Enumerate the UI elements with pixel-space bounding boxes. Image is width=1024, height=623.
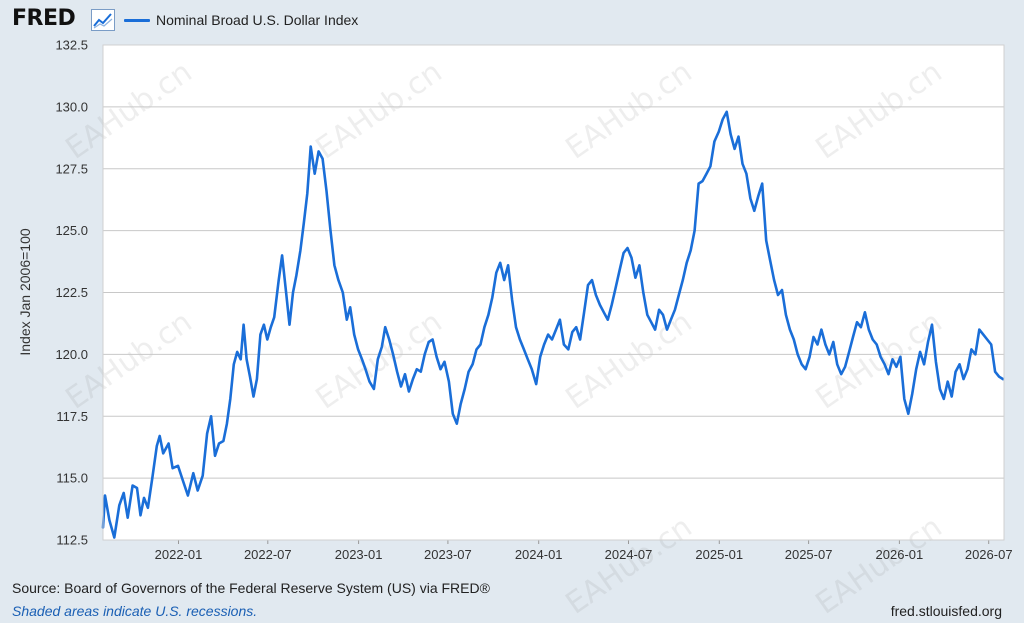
- y-tick-label: 122.5: [55, 285, 88, 300]
- line-chart-icon: [91, 9, 115, 31]
- series-layer: [101, 110, 1005, 539]
- y-tick-label: 112.5: [56, 533, 88, 548]
- x-tick-label: 2022-01: [155, 547, 203, 562]
- x-tick-label: 2023-01: [335, 547, 383, 562]
- x-tick-label: 2026-07: [965, 547, 1013, 562]
- y-axis-ticks: 112.5 115.0 117.5 120.0 122.5 125.0 127.5 130.0…: [55, 38, 88, 548]
- legend-label[interactable]: Nominal Broad U.S. Dollar Index: [156, 12, 359, 28]
- x-tick-label: 2024-01: [515, 547, 563, 562]
- x-tick-label: 2022-07: [244, 547, 292, 562]
- x-axis-ticks: 2022-01 2022-07 2023-01 2023-07 2024-01 2024-…: [155, 540, 1013, 562]
- y-tick-label: 125.0: [55, 223, 88, 238]
- x-tick-label: 2025-01: [695, 547, 743, 562]
- x-tick-label: 2024-07: [605, 547, 653, 562]
- grid-lines: [103, 44, 1004, 541]
- y-tick-label: 115.0: [56, 471, 88, 486]
- legend: Nominal Broad U.S. Dollar Index: [124, 11, 358, 29]
- source-note: Source: Board of Governors of the Federa…: [12, 580, 490, 596]
- series-line-0[interactable]: [101, 110, 1005, 539]
- header: FRED Nominal Broad U.S. Dollar Index: [0, 0, 1024, 40]
- x-tick-label: 2025-07: [785, 547, 833, 562]
- plot-border: [102, 44, 1005, 541]
- x-tick-label: 2023-07: [424, 547, 472, 562]
- site-url[interactable]: fred.stlouisfed.org: [890, 603, 1002, 619]
- y-tick-label: 130.0: [55, 99, 88, 114]
- fred-logo[interactable]: FRED: [12, 6, 76, 31]
- y-tick-label: 117.5: [56, 409, 88, 424]
- y-axis-label: Index Jan 2006=100: [17, 228, 33, 355]
- recession-note: Shaded areas indicate U.S. recessions.: [12, 603, 258, 619]
- y-tick-label: 132.5: [55, 38, 88, 53]
- y-tick-label: 127.5: [55, 161, 88, 176]
- legend-swatch: [124, 18, 150, 22]
- x-tick-label: 2026-01: [876, 547, 924, 562]
- y-tick-label: 120.0: [55, 347, 88, 362]
